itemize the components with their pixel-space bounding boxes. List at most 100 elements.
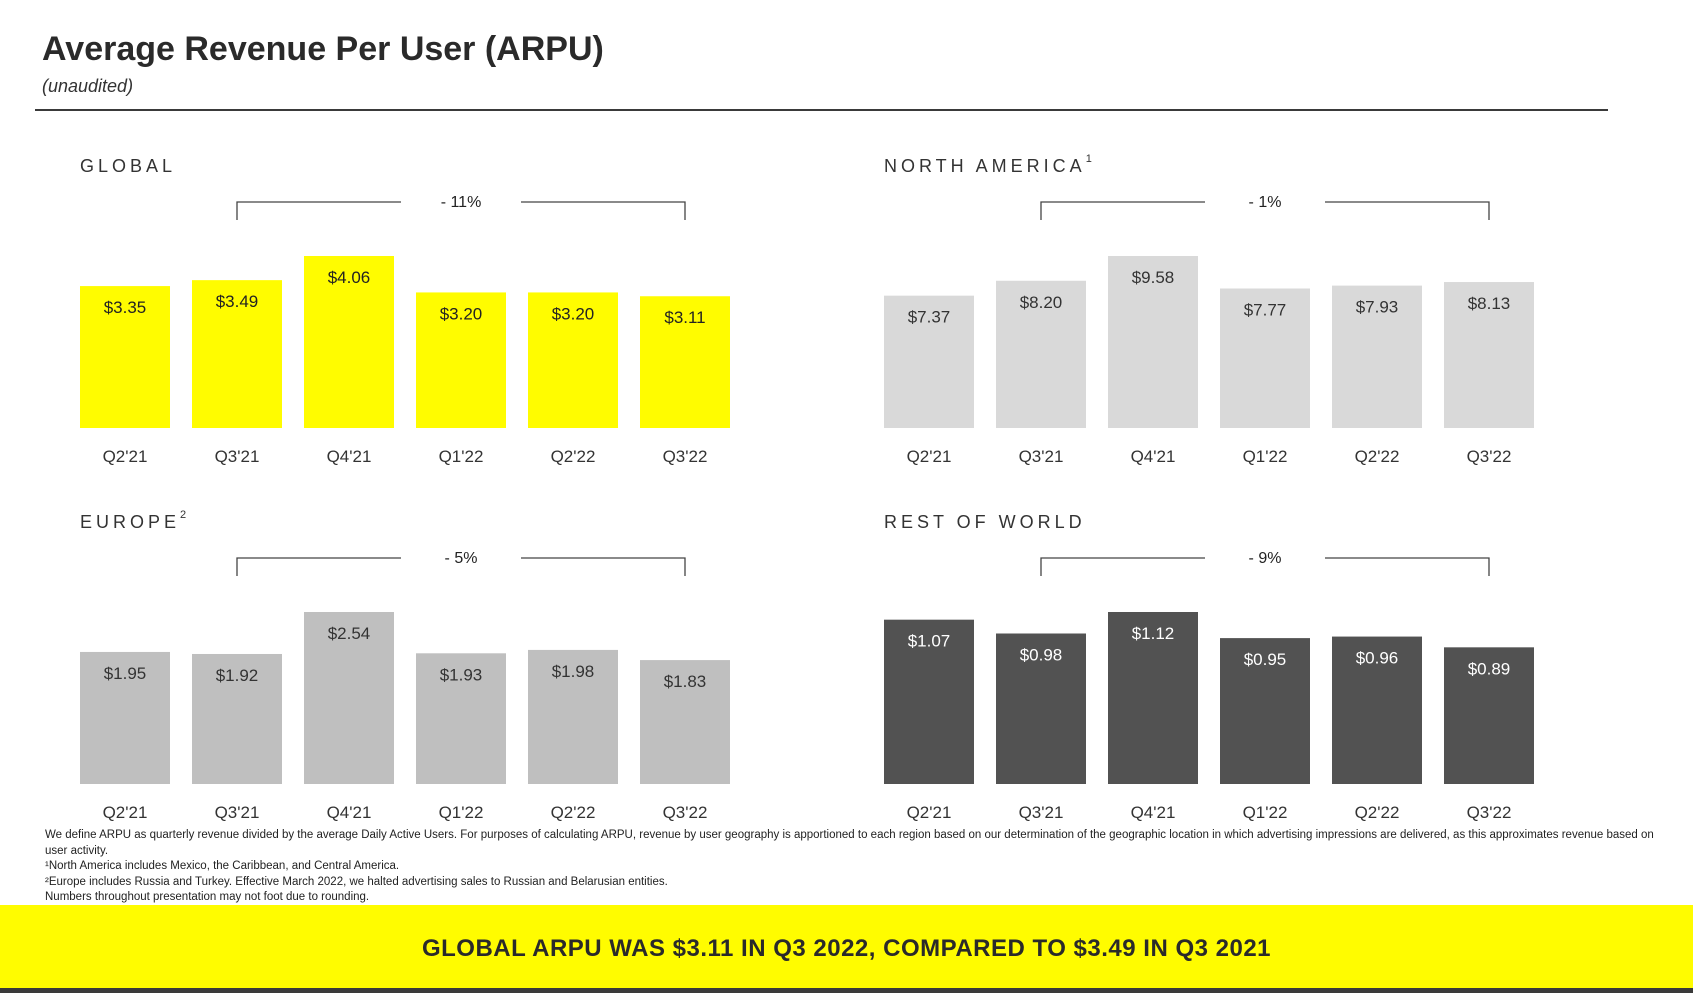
bar [1108, 256, 1198, 428]
x-tick-label: Q3'21 [215, 447, 260, 466]
change-label: - 9% [1249, 550, 1282, 567]
x-tick-label: Q3'22 [663, 447, 708, 466]
bar-value-label: $4.06 [328, 268, 371, 287]
chart-title: GLOBAL [80, 156, 177, 176]
bar [996, 633, 1086, 784]
change-bracket [1040, 557, 1490, 576]
europe-footnote: ²Europe includes Russia and Turkey. Effe… [45, 875, 668, 888]
bar-value-label: $3.35 [104, 298, 147, 317]
bar-value-label: $1.92 [216, 666, 259, 685]
x-tick-label: Q2'21 [103, 447, 148, 466]
bar-value-label: $3.20 [552, 304, 595, 323]
x-tick-label: Q2'22 [551, 447, 596, 466]
x-tick-label: Q1'22 [439, 803, 484, 822]
summary-banner: GLOBAL ARPU WAS $3.11 IN Q3 2022, COMPAR… [0, 905, 1693, 988]
bar-value-label: $3.11 [664, 308, 705, 327]
bar [528, 292, 618, 428]
bar [640, 296, 730, 428]
x-tick-label: Q3'21 [215, 803, 260, 822]
change-bracket [236, 201, 686, 220]
bar [1108, 612, 1198, 784]
bar [884, 619, 974, 784]
bar-value-label: $0.98 [1020, 646, 1063, 665]
bar-value-label: $2.54 [328, 624, 371, 643]
chart-panel-europe: EUROPE2 - 5% $1.95 Q2'21 $1.92 Q3'21 $2.54 Q4'… [80, 509, 880, 852]
bar [1332, 285, 1422, 428]
bar [192, 280, 282, 428]
chart-svg: - 5% $1.95 Q2'21 $1.92 Q3'21 $2.54 Q4'21 $1.93 Q… [80, 550, 730, 822]
chart-title: NORTH AMERICA1 [884, 153, 1092, 176]
bar [1444, 647, 1534, 784]
x-tick-label: Q2'21 [907, 803, 952, 822]
x-tick-label: Q2'22 [1355, 447, 1400, 466]
bar-value-label: $8.20 [1020, 293, 1063, 312]
arpu-definition-note: We define ARPU as quarterly revenue divi… [45, 829, 1654, 857]
chart-title: REST OF WORLD [884, 512, 1086, 532]
x-tick-label: Q3'22 [1467, 803, 1512, 822]
chart-title: EUROPE2 [80, 509, 187, 532]
bar [1332, 636, 1422, 784]
page-subtitle: (unaudited) [42, 76, 134, 96]
bar-value-label: $7.37 [908, 308, 951, 327]
change-label: - 1% [1249, 194, 1282, 211]
x-tick-label: Q3'22 [663, 803, 708, 822]
bar [996, 280, 1086, 428]
chart-panel-north-america: NORTH AMERICA1 - 1% $7.37 Q2'21 $8.20 Q3'21 $… [884, 153, 1684, 496]
x-tick-label: Q2'22 [551, 803, 596, 822]
bar [528, 649, 618, 784]
bar-value-label: $8.13 [1468, 294, 1511, 313]
change-label: - 11% [441, 194, 482, 211]
bar-value-label: $1.83 [664, 672, 707, 691]
x-tick-label: Q4'21 [1131, 447, 1176, 466]
banner-bottom-rule [0, 988, 1693, 993]
bar-value-label: $7.77 [1244, 300, 1287, 319]
chart-panel-rest-of-world: REST OF WORLD - 9% $1.07 Q2'21 $0.98 Q3'21 $1… [884, 512, 1684, 852]
bar-value-label: $7.93 [1356, 298, 1399, 317]
bar [80, 286, 170, 428]
bar-value-label: $1.12 [1132, 624, 1175, 643]
header-divider [35, 109, 1608, 111]
x-tick-label: Q2'22 [1355, 803, 1400, 822]
x-tick-label: Q1'22 [1243, 803, 1288, 822]
summary-banner-text: GLOBAL ARPU WAS $3.11 IN Q3 2022, COMPAR… [421, 935, 1272, 962]
bar-value-label: $1.95 [104, 664, 147, 683]
change-bracket [1040, 201, 1490, 220]
bar [1220, 288, 1310, 428]
chart-svg: - 1% $7.37 Q2'21 $8.20 Q3'21 $9.58 Q4'21 $7.77 Q… [884, 194, 1534, 466]
chart-panel-global: GLOBAL - 11% $3.35 Q2'21 $3.49 Q3'21 $4.06 Q4'… [80, 156, 880, 496]
bar-value-label: $3.20 [440, 304, 483, 323]
x-tick-label: Q4'21 [1131, 803, 1176, 822]
bar [304, 256, 394, 428]
bar [304, 612, 394, 784]
bar [192, 653, 282, 784]
bar [416, 292, 506, 428]
change-label: - 5% [445, 550, 478, 567]
x-tick-label: Q1'22 [1243, 447, 1288, 466]
bar [1444, 282, 1534, 428]
bar [640, 660, 730, 784]
bar-value-label: $1.07 [908, 632, 951, 651]
bar-value-label: $1.98 [552, 662, 595, 681]
bar-value-label: $0.89 [1468, 659, 1511, 678]
bar-value-label: $0.96 [1356, 649, 1399, 668]
rounding-note: Numbers throughout presentation may not … [45, 891, 370, 903]
x-tick-label: Q3'21 [1019, 447, 1064, 466]
x-tick-label: Q2'21 [907, 447, 952, 466]
x-tick-label: Q4'21 [327, 447, 372, 466]
bar-value-label: $9.58 [1132, 268, 1175, 287]
x-tick-label: Q2'21 [103, 803, 148, 822]
change-bracket [236, 557, 686, 576]
bar-value-label: $3.49 [216, 292, 259, 311]
bar [884, 295, 974, 428]
bar-value-label: $1.93 [440, 665, 483, 684]
bar [80, 651, 170, 784]
chart-svg: - 11% $3.35 Q2'21 $3.49 Q3'21 $4.06 Q4'21 $3.20… [80, 194, 730, 466]
x-tick-label: Q3'21 [1019, 803, 1064, 822]
footnotes: We define ARPU as quarterly revenue divi… [45, 828, 1665, 906]
x-tick-label: Q1'22 [439, 447, 484, 466]
north-america-footnote: ¹North America includes Mexico, the Cari… [45, 860, 400, 872]
x-tick-label: Q4'21 [327, 803, 372, 822]
bar [1220, 638, 1310, 784]
x-tick-label: Q3'22 [1467, 447, 1512, 466]
page-title: Average Revenue Per User (ARPU) [42, 30, 604, 68]
